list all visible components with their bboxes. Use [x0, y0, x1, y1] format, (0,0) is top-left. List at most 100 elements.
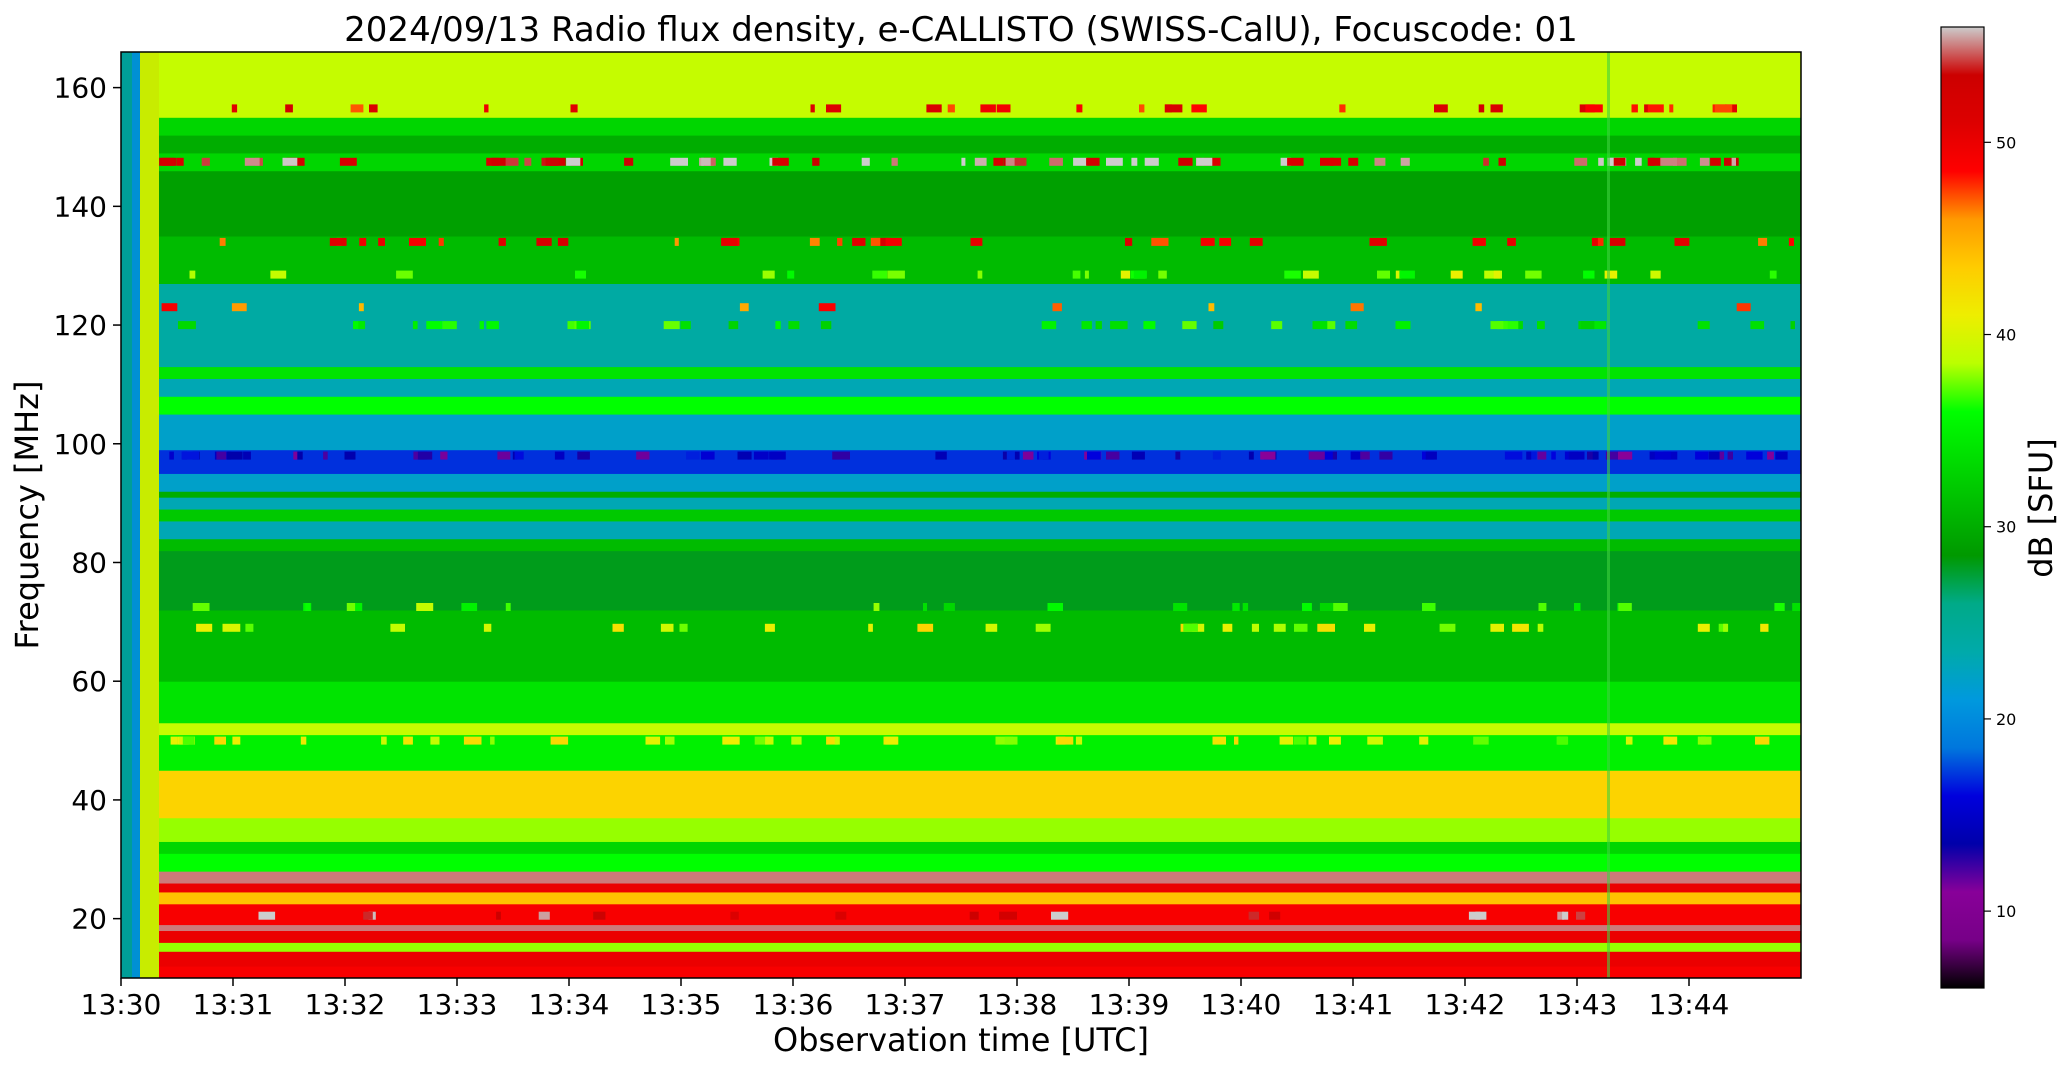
burst-streak [923, 603, 927, 611]
burst-streak [442, 321, 457, 330]
burst-streak [722, 736, 740, 745]
burst-streak [297, 451, 303, 460]
burst-streak [1767, 451, 1774, 460]
y-tick-label: 160 [54, 72, 107, 105]
frequency-band [121, 722, 1801, 736]
burst-streak [1727, 451, 1733, 460]
burst-streak [1609, 237, 1626, 246]
x-tick-label: 13:38 [977, 988, 1058, 1021]
burst-streak [1320, 157, 1334, 166]
burst-streak [1710, 157, 1721, 166]
burst-streak [1158, 270, 1167, 279]
burst-streak [1350, 303, 1364, 312]
burst-streak [1182, 321, 1197, 330]
burst-streak [1650, 270, 1661, 279]
burst-streak [440, 451, 448, 460]
burst-streak [409, 237, 426, 246]
burst-streak [1475, 303, 1482, 312]
burst-streak [1191, 104, 1207, 113]
burst-streak [935, 451, 947, 460]
burst-streak [1084, 270, 1089, 279]
burst-streak [1151, 237, 1169, 246]
burst-streak [1695, 451, 1709, 460]
burst-streak [943, 603, 955, 611]
burst-streak [1419, 736, 1429, 745]
burst-streak [1072, 270, 1081, 279]
burst-streak [491, 157, 506, 166]
burst-streak [461, 603, 478, 611]
burst-streak [170, 736, 178, 745]
burst-streak [1434, 104, 1448, 113]
burst-streak [1302, 603, 1312, 611]
frequency-band [121, 396, 1801, 415]
burst-streak [1674, 237, 1690, 246]
burst-streak [1604, 270, 1618, 279]
burst-streak [350, 104, 364, 113]
burst-streak [1576, 911, 1586, 920]
frequency-band [121, 152, 1801, 172]
burst-streak [214, 736, 226, 745]
burst-streak [300, 736, 307, 745]
burst-streak [1583, 270, 1595, 279]
burst-streak [832, 451, 850, 460]
burst-streak [1537, 321, 1545, 330]
burst-streak [1248, 911, 1259, 920]
burst-streak [359, 237, 367, 246]
burst-streak [1718, 623, 1727, 632]
burst-streak [762, 270, 775, 279]
burst-streak [1106, 157, 1123, 166]
burst-streak [1379, 451, 1393, 460]
burst-streak [809, 237, 820, 246]
burst-streak [219, 237, 226, 246]
burst-streak [545, 157, 559, 166]
burst-streak [196, 623, 213, 632]
burst-streak [612, 623, 624, 632]
burst-streak [1774, 603, 1785, 611]
burst-streak [1625, 736, 1633, 745]
burst-streak [1087, 451, 1101, 460]
y-axis-label: Frequency [MHz] [8, 381, 46, 650]
burst-streak [593, 911, 606, 920]
burst-streak [161, 303, 178, 312]
burst-streak [1308, 451, 1325, 460]
burst-streak [1714, 104, 1733, 113]
burst-streak [1697, 736, 1712, 745]
burst-streak [161, 157, 175, 166]
burst-streak [787, 270, 795, 279]
frequency-band [121, 550, 1801, 611]
burst-streak [1260, 451, 1276, 460]
burst-streak [1348, 157, 1359, 166]
burst-streak [1120, 270, 1131, 279]
burst-streak [1219, 237, 1232, 246]
burst-streak [201, 157, 210, 166]
burst-streak [1212, 736, 1226, 745]
burst-streak [1312, 321, 1328, 330]
burst-streak [577, 451, 590, 460]
burst-streak [1775, 451, 1788, 460]
burst-streak [1269, 911, 1281, 920]
x-tick-label: 13:39 [1089, 988, 1170, 1021]
burst-streak [403, 736, 413, 745]
burst-streak [381, 736, 387, 745]
burst-streak [497, 451, 511, 460]
burst-streak [550, 736, 569, 745]
colorbar-tick-label: 40 [1996, 326, 2016, 345]
burst-streak [524, 157, 532, 166]
burst-streak [1196, 157, 1213, 166]
burst-streak [1232, 603, 1240, 611]
burst-streak [282, 157, 298, 166]
burst-streak [1669, 104, 1674, 113]
burst-streak [1271, 321, 1283, 330]
plot-frame [120, 51, 1802, 979]
frequency-band [121, 871, 1801, 884]
burst-streak [1574, 603, 1581, 611]
burst-streak [645, 736, 661, 745]
burst-streak [1644, 104, 1649, 113]
burst-streak [1399, 270, 1415, 279]
burst-streak [1139, 104, 1145, 113]
burst-streak [1339, 104, 1346, 113]
start-blue-strip [132, 52, 140, 978]
frequency-bands [121, 52, 1801, 978]
burst-streak [820, 321, 832, 330]
burst-streak [737, 451, 752, 460]
